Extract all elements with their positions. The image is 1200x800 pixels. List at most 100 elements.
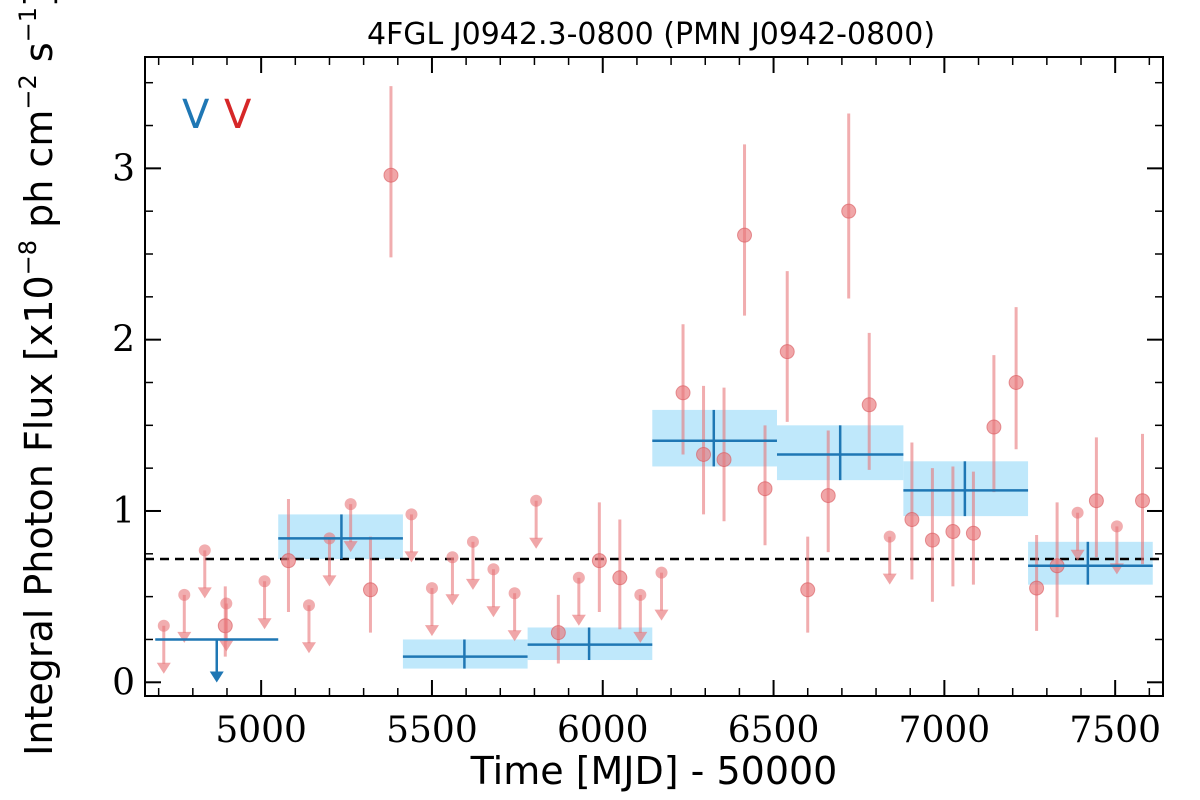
short-bin-ul-point-13 — [508, 587, 521, 600]
short-bin-detection-9 — [716, 387, 732, 522]
long-bin-points — [155, 409, 1153, 683]
short-bin-point-22 — [1008, 374, 1024, 390]
long-bin-3 — [527, 627, 653, 661]
legend-marker-long-bin: V — [182, 92, 210, 138]
short-bin-detection-25 — [1088, 437, 1104, 558]
short-bin-ul-point-11 — [466, 535, 479, 548]
short-bin-ul-arrow-3 — [219, 640, 234, 652]
x-tick-label-0: 5000 — [215, 710, 307, 751]
short-bin-ul-arrow-9 — [424, 625, 439, 637]
short-bin-ul-point-14 — [530, 494, 543, 507]
short-bin-points — [156, 86, 1151, 674]
short-bin-detection-17 — [904, 442, 920, 580]
short-bin-point-8 — [696, 446, 712, 462]
short-bin-upper-limit-9 — [424, 582, 439, 637]
y-tick-label-0: 0 — [112, 662, 135, 703]
x-tick-label-3: 6500 — [728, 710, 820, 751]
short-bin-detection-26 — [1135, 433, 1151, 565]
short-bin-ul-point-19 — [1071, 506, 1084, 519]
short-bin-ul-point-5 — [302, 599, 315, 612]
short-bin-detection-21 — [986, 355, 1002, 493]
short-bin-upper-limit-8 — [404, 508, 419, 563]
short-bin-ul-point-10 — [446, 551, 459, 564]
chart-title: 4FGL J0942.3-0800 (PMN J0942-0800) — [367, 17, 935, 52]
short-bin-upper-limit-13 — [507, 587, 522, 642]
short-bin-detection-10 — [757, 425, 773, 546]
long-bin-band-7 — [1028, 541, 1153, 585]
short-bin-point-7 — [675, 385, 691, 401]
short-bin-ul-point-9 — [425, 582, 438, 595]
short-bin-detection-4 — [550, 594, 566, 664]
short-bin-point-21 — [986, 419, 1002, 435]
short-bin-upper-limit-18 — [882, 530, 897, 585]
x-axis-ticks: 5000 5500 6000 6500 7000 7500 — [157, 57, 1161, 751]
short-bin-point-5 — [591, 553, 607, 569]
long-bin-1 — [278, 514, 403, 559]
short-bin-ul-arrow-0 — [156, 662, 171, 674]
short-bin-point-4 — [550, 625, 566, 641]
short-bin-upper-limit-1 — [177, 588, 192, 643]
short-bin-upper-limit-10 — [445, 551, 460, 606]
short-bin-ul-point-15 — [572, 571, 585, 584]
axes — [144, 56, 1164, 697]
short-bin-detection-3 — [383, 86, 399, 258]
short-bin-ul-arrow-14 — [529, 537, 544, 549]
short-bin-upper-limit-5 — [301, 599, 316, 654]
short-bin-upper-limit-11 — [465, 535, 480, 590]
y-tick-label-3: 3 — [112, 148, 135, 189]
short-bin-ul-arrow-16 — [633, 631, 648, 643]
short-bin-ul-arrow-5 — [301, 642, 316, 654]
short-bin-detection-16 — [861, 332, 877, 470]
short-bin-ul-arrow-17 — [654, 609, 669, 621]
short-bin-point-15 — [841, 203, 857, 219]
short-bin-point-23 — [1029, 580, 1045, 596]
long-bin-6 — [903, 461, 1029, 517]
short-bin-ul-arrow-8 — [404, 551, 419, 563]
short-bin-detection-22 — [1008, 307, 1024, 450]
short-bin-detection-2 — [362, 536, 378, 633]
short-bin-point-12 — [779, 344, 795, 360]
short-bin-point-3 — [383, 167, 399, 183]
x-axis-label: Time [MJD] - 50000 — [470, 749, 838, 793]
y-axis-ticks: 0 1 2 3 — [112, 81, 1163, 703]
short-bin-detection-19 — [945, 466, 961, 587]
y-axis-label: Integral Photon Flux [x10−8 ph cm−2 s−1] — [14, 0, 61, 756]
short-bin-ul-point-20 — [1110, 520, 1123, 533]
short-bin-upper-limit-19 — [1070, 506, 1085, 561]
short-bin-ul-arrow-11 — [465, 578, 480, 590]
short-bin-ul-arrow-6 — [322, 575, 337, 587]
short-bin-point-17 — [904, 512, 920, 528]
short-bin-detection-6 — [612, 519, 628, 630]
short-bin-detection-5 — [591, 502, 607, 613]
short-bin-upper-limit-12 — [486, 563, 501, 618]
short-bin-detection-11 — [737, 144, 753, 316]
short-bin-ul-arrow-4 — [257, 618, 272, 630]
y-tick-label-2: 2 — [112, 320, 135, 361]
short-bin-ul-point-3 — [220, 597, 233, 610]
short-bin-ul-arrow-7 — [343, 541, 358, 553]
short-bin-ul-point-17 — [655, 566, 668, 579]
short-bin-ul-arrow-10 — [445, 594, 460, 606]
short-bin-point-13 — [800, 582, 816, 598]
short-bin-ul-arrow-12 — [486, 606, 501, 618]
short-bin-detection-12 — [779, 271, 795, 422]
short-bin-ul-point-2 — [198, 544, 211, 557]
short-bin-ul-arrow-13 — [507, 630, 522, 642]
short-bin-ul-arrow-19 — [1070, 549, 1085, 561]
long-bin-0 — [155, 638, 279, 683]
short-bin-point-1 — [280, 553, 296, 569]
short-bin-ul-point-12 — [487, 563, 500, 576]
long-bin-4 — [652, 409, 777, 467]
short-bin-ul-point-4 — [258, 575, 271, 588]
short-bin-ul-arrow-2 — [197, 587, 212, 599]
short-bin-upper-limit-4 — [257, 575, 272, 630]
short-bin-point-11 — [737, 227, 753, 243]
short-bin-point-10 — [757, 481, 773, 497]
x-tick-label-2: 6000 — [557, 710, 649, 751]
short-bin-point-19 — [945, 524, 961, 540]
short-bin-point-6 — [612, 570, 628, 586]
short-bin-upper-limit-16 — [633, 588, 648, 643]
short-bin-point-26 — [1135, 493, 1151, 509]
short-bin-point-25 — [1088, 493, 1104, 509]
short-bin-upper-limit-17 — [654, 566, 669, 621]
